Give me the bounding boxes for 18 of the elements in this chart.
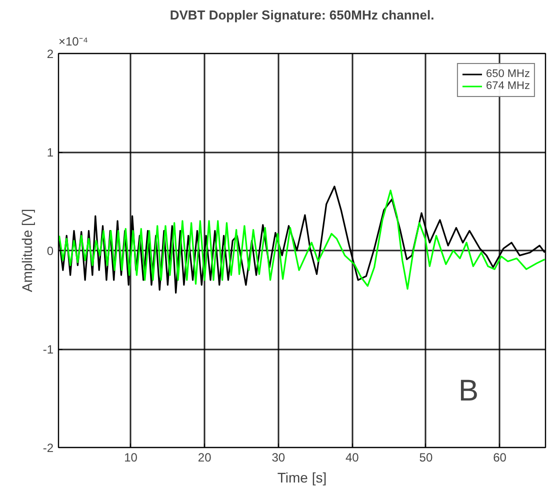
x-axis-title: Time [s] xyxy=(277,470,327,486)
x-tick-label: 60 xyxy=(493,450,507,464)
y-axis-title: Amplitude [V] xyxy=(18,208,35,292)
x-tick-label: 20 xyxy=(198,450,212,464)
y-tick-label: -1 xyxy=(42,342,54,356)
y-tick-label: -2 xyxy=(42,441,54,455)
legend-label: 674 MHz xyxy=(486,80,530,92)
x-tick-label: 50 xyxy=(419,450,433,464)
legend-label: 650 MHz xyxy=(486,68,530,80)
x-tick-label: 10 xyxy=(124,450,138,464)
text: ×10⁻⁴ xyxy=(58,34,88,48)
y-tick-label: 1 xyxy=(46,146,54,160)
x-tick-label: 40 xyxy=(346,450,360,464)
y-tick-label: 0 xyxy=(46,244,54,258)
annotation: B xyxy=(458,374,479,408)
y-tick-label: 2 xyxy=(46,47,54,61)
chart-title: DVBT Doppler Signature: 650MHz channel. xyxy=(170,8,434,22)
x-tick-label: 30 xyxy=(272,450,286,464)
